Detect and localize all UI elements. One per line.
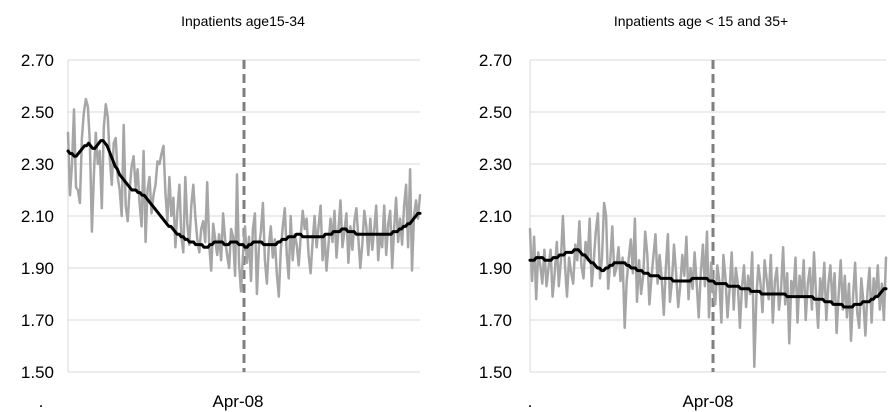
y-tick-label: 2.30 xyxy=(21,155,54,174)
x-tick-label: Apr-08 xyxy=(212,392,263,411)
x-tick-label: Apr-08 xyxy=(682,392,733,411)
x-axis-dot: . xyxy=(528,392,533,411)
y-tick-label: 2.30 xyxy=(479,155,512,174)
series-line-trend xyxy=(528,248,888,309)
chart-panel-1: Inpatients age15-34 2.70 2.50 2.30 2.10 1.90 1… xyxy=(21,13,422,411)
chart-title: Inpatients age < 15 and 35+ xyxy=(614,13,788,29)
series-line-raw xyxy=(528,201,888,369)
y-tick-label: 1.50 xyxy=(479,363,512,382)
y-tick-label: 1.90 xyxy=(21,259,54,278)
chart-title: Inpatients age15-34 xyxy=(181,13,305,29)
y-tick-label: 1.50 xyxy=(21,363,54,382)
series-line-trend xyxy=(66,139,422,249)
chart-panel-2: Inpatients age < 15 and 35+ 2.70 2.50 2.30 2… xyxy=(479,13,888,411)
y-tick-label: 2.10 xyxy=(21,207,54,226)
y-tick-label: 1.70 xyxy=(21,311,54,330)
y-tick-label: 1.70 xyxy=(479,311,512,330)
y-tick-label: 2.50 xyxy=(479,103,512,122)
series-line-raw xyxy=(66,97,422,298)
y-tick-label: 2.10 xyxy=(479,207,512,226)
y-tick-label: 2.50 xyxy=(21,103,54,122)
y-tick-label: 2.70 xyxy=(479,51,512,70)
y-tick-label: 2.70 xyxy=(21,51,54,70)
y-tick-label: 1.90 xyxy=(479,259,512,278)
x-axis-dot: . xyxy=(39,392,44,411)
